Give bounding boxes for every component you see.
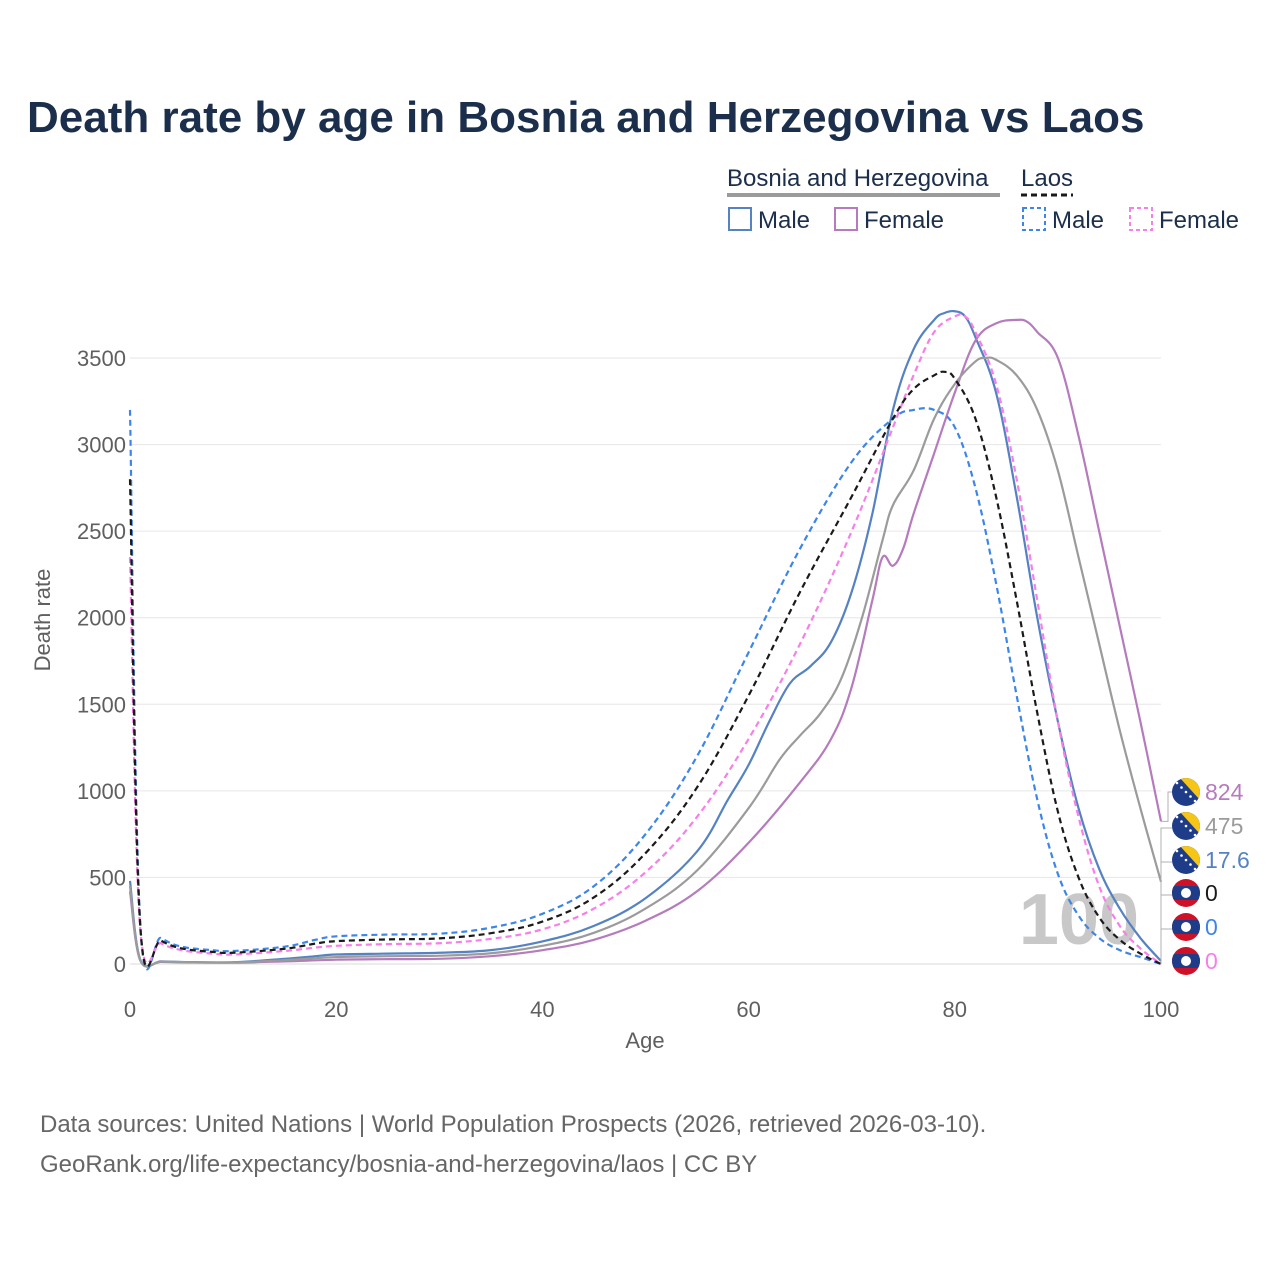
end-label-connector (1160, 827, 1172, 882)
legend-bosnia-female-label[interactable]: Female (864, 207, 944, 234)
bosnia-and-herzegovina-male-line[interactable] (128, 309, 1162, 968)
end-value-label: 0 (1205, 914, 1218, 940)
end-value-label: 17.6 (1205, 847, 1250, 873)
y-axis-label: Death rate (30, 569, 55, 672)
y-tick-label: 1500 (77, 692, 126, 717)
y-tick-label: 2500 (77, 519, 126, 544)
bosnia-flag-icon (1172, 778, 1200, 806)
end-value-label: 475 (1205, 813, 1243, 839)
legend: Bosnia and Herzegovina Laos Male Female … (727, 165, 1239, 234)
end-value-label: 0 (1205, 948, 1218, 974)
series-layer (128, 309, 1163, 971)
x-tick-label: 0 (124, 997, 136, 1022)
chart-title: Death rate by age in Bosnia and Herzegov… (27, 93, 1144, 142)
laos-female-line[interactable] (128, 313, 1162, 965)
end-label-connector (1160, 861, 1172, 961)
legend-group-laos-title: Laos (1021, 165, 1073, 192)
end-value-label: 0 (1205, 880, 1218, 906)
source-line-2[interactable]: GeoRank.org/life-expectancy/bosnia-and-h… (40, 1151, 757, 1178)
y-tick-label: 0 (114, 952, 126, 977)
current-age-watermark: 100 (1019, 880, 1139, 960)
y-tick-label: 1000 (77, 779, 126, 804)
x-axis-label: Age (625, 1028, 664, 1053)
bosnia-flag-icon (1172, 812, 1200, 840)
x-tick-label: 20 (324, 997, 348, 1022)
bosnia-flag-icon (1172, 846, 1200, 874)
end-label-connector (1160, 894, 1172, 964)
end-value-labels: 824 475 17.6 0 0 0 (1160, 778, 1250, 975)
y-tick-label: 3500 (77, 346, 126, 371)
legend-bosnia-male-swatch[interactable] (728, 207, 752, 231)
y-tick-label: 2000 (77, 606, 126, 631)
bosnia-and-herzegovina-both-line[interactable] (128, 356, 1163, 968)
source-line-1: Data sources: United Nations | World Pop… (40, 1111, 986, 1138)
x-tick-label: 40 (530, 997, 554, 1022)
laos-flag-icon (1172, 947, 1200, 975)
legend-laos-male-label[interactable]: Male (1052, 207, 1104, 234)
x-axis-ticks: 0 20 40 60 80 100 (124, 997, 1179, 1022)
legend-laos-female-swatch[interactable] (1129, 207, 1153, 231)
legend-laos-female-label[interactable]: Female (1159, 207, 1239, 234)
x-tick-label: 100 (1143, 997, 1180, 1022)
x-tick-label: 60 (736, 997, 760, 1022)
legend-bosnia-female-swatch[interactable] (834, 207, 858, 231)
laos-flag-icon (1172, 913, 1200, 941)
x-tick-label: 80 (943, 997, 967, 1022)
legend-group-bosnia-title: Bosnia and Herzegovina (727, 165, 989, 192)
y-tick-label: 500 (89, 865, 126, 890)
laos-male-line[interactable] (128, 407, 1162, 971)
end-value-label: 824 (1205, 779, 1244, 805)
grid-layer (130, 357, 1161, 965)
legend-laos-male-swatch[interactable] (1022, 207, 1046, 231)
y-tick-label: 3000 (77, 433, 126, 458)
legend-bosnia-male-label[interactable]: Male (758, 207, 810, 234)
bosnia-and-herzegovina-female-line[interactable] (128, 318, 1163, 968)
y-axis-ticks: 0 500 1000 1500 2000 2500 3000 3500 (77, 346, 126, 977)
laos-flag-icon (1172, 879, 1200, 907)
end-label-connector (1161, 791, 1172, 822)
